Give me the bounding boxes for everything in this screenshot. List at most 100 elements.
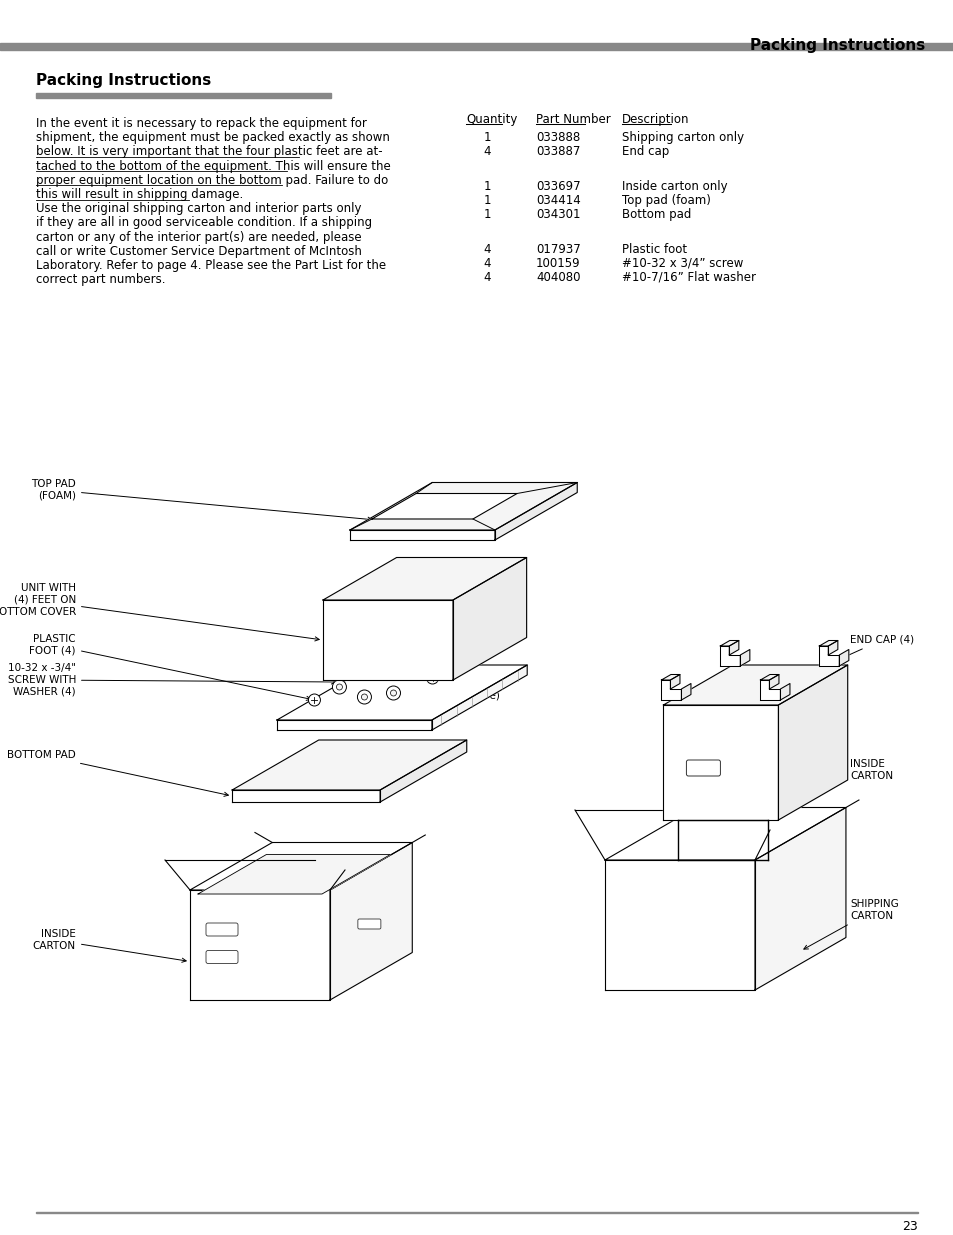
Text: 1: 1 xyxy=(483,180,490,193)
Text: UNIT WITH
(4) FEET ON
BOTTOM COVER: UNIT WITH (4) FEET ON BOTTOM COVER xyxy=(0,583,319,641)
Polygon shape xyxy=(379,740,466,802)
Text: SHIPPING
CARTON: SHIPPING CARTON xyxy=(803,899,898,950)
Polygon shape xyxy=(323,557,526,600)
Text: proper equipment location on the bottom pad. Failure to do: proper equipment location on the bottom … xyxy=(36,174,388,186)
Polygon shape xyxy=(662,664,847,705)
Text: PLASTIC
FOOT (4): PLASTIC FOOT (4) xyxy=(30,635,311,700)
Text: #10-7/16” Flat washer: #10-7/16” Flat washer xyxy=(621,270,755,284)
Text: Quantity: Quantity xyxy=(465,112,517,126)
Text: 10-32 x -3/4"
SCREW WITH
WASHER (4): 10-32 x -3/4" SCREW WITH WASHER (4) xyxy=(8,663,335,697)
Text: #10-32 x 3/4” screw: #10-32 x 3/4” screw xyxy=(621,257,742,270)
Text: Part Number: Part Number xyxy=(536,112,610,126)
Polygon shape xyxy=(660,674,679,680)
Text: carton or any of the interior part(s) are needed, please: carton or any of the interior part(s) ar… xyxy=(36,231,361,243)
Text: shipment, the equipment must be packed exactly as shown: shipment, the equipment must be packed e… xyxy=(36,131,390,144)
Circle shape xyxy=(361,694,367,700)
Text: END CAP (4): END CAP (4) xyxy=(785,635,913,684)
Polygon shape xyxy=(662,705,778,820)
Polygon shape xyxy=(660,680,680,700)
Text: Plastic foot: Plastic foot xyxy=(621,243,686,256)
Text: 033697: 033697 xyxy=(536,180,580,193)
Polygon shape xyxy=(326,672,333,679)
Polygon shape xyxy=(453,557,526,680)
Polygon shape xyxy=(670,674,679,689)
Polygon shape xyxy=(720,641,738,646)
Circle shape xyxy=(336,684,342,690)
Bar xyxy=(36,1212,917,1213)
Polygon shape xyxy=(372,494,517,519)
Text: Packing Instructions: Packing Instructions xyxy=(749,38,924,53)
Text: call or write Customer Service Department of McIntosh: call or write Customer Service Departmen… xyxy=(36,245,361,258)
Text: below. It is very important that the four plastic feet are at-: below. It is very important that the fou… xyxy=(36,146,382,158)
Text: Inside carton only: Inside carton only xyxy=(621,180,727,193)
Text: 4: 4 xyxy=(483,144,490,158)
Text: 1: 1 xyxy=(483,207,490,221)
Circle shape xyxy=(332,680,346,694)
Polygon shape xyxy=(190,890,330,1000)
Polygon shape xyxy=(232,740,466,790)
Polygon shape xyxy=(778,664,847,820)
Text: 1: 1 xyxy=(483,194,490,207)
Text: 4: 4 xyxy=(483,243,490,256)
Bar xyxy=(0,43,953,49)
Text: 034414: 034414 xyxy=(536,194,580,207)
Polygon shape xyxy=(432,664,527,730)
Polygon shape xyxy=(827,641,837,655)
Text: INSIDE
CARTON: INSIDE CARTON xyxy=(32,929,186,962)
Text: 4: 4 xyxy=(483,270,490,284)
Polygon shape xyxy=(330,842,412,1000)
Text: Top pad (foam): Top pad (foam) xyxy=(621,194,710,207)
Text: Use the original shipping carton and interior parts only: Use the original shipping carton and int… xyxy=(36,203,361,215)
Text: 017937: 017937 xyxy=(536,243,580,256)
Polygon shape xyxy=(760,674,779,680)
Text: tached to the bottom of the equipment. This will ensure the: tached to the bottom of the equipment. T… xyxy=(36,159,391,173)
Polygon shape xyxy=(198,855,390,894)
Polygon shape xyxy=(754,808,845,990)
FancyBboxPatch shape xyxy=(206,951,237,963)
Text: 4: 4 xyxy=(483,257,490,270)
Text: 033887: 033887 xyxy=(536,144,579,158)
Text: 100159: 100159 xyxy=(536,257,580,270)
Circle shape xyxy=(371,658,385,673)
Text: IMPORTANT
(Read Above): IMPORTANT (Read Above) xyxy=(430,679,499,700)
Polygon shape xyxy=(819,646,839,666)
Text: 033888: 033888 xyxy=(536,131,579,144)
Polygon shape xyxy=(276,664,527,720)
FancyBboxPatch shape xyxy=(686,760,720,776)
Circle shape xyxy=(396,669,407,679)
Text: this will result in shipping damage.: this will result in shipping damage. xyxy=(36,188,243,201)
Text: TOP PAD
(FOAM): TOP PAD (FOAM) xyxy=(31,479,372,521)
Text: 23: 23 xyxy=(902,1220,917,1233)
Polygon shape xyxy=(839,650,848,666)
Polygon shape xyxy=(323,600,453,680)
Polygon shape xyxy=(720,646,740,666)
Text: Packing Instructions: Packing Instructions xyxy=(36,73,211,88)
Polygon shape xyxy=(495,483,577,540)
FancyBboxPatch shape xyxy=(206,923,237,936)
Text: Shipping carton only: Shipping carton only xyxy=(621,131,743,144)
Circle shape xyxy=(357,690,371,704)
Text: BOTTOM PAD: BOTTOM PAD xyxy=(8,750,228,797)
Text: In the event it is necessary to repack the equipment for: In the event it is necessary to repack t… xyxy=(36,117,367,130)
Text: 404080: 404080 xyxy=(536,270,579,284)
Polygon shape xyxy=(769,674,779,689)
Text: if they are all in good serviceable condition. If a shipping: if they are all in good serviceable cond… xyxy=(36,216,372,230)
Text: INSIDE
CARTON: INSIDE CARTON xyxy=(781,760,892,781)
Bar xyxy=(36,93,331,98)
Circle shape xyxy=(386,685,400,700)
Polygon shape xyxy=(740,650,749,666)
Polygon shape xyxy=(680,683,690,700)
Text: End cap: End cap xyxy=(621,144,669,158)
Text: 1: 1 xyxy=(483,131,490,144)
Text: 034301: 034301 xyxy=(536,207,579,221)
Polygon shape xyxy=(819,641,837,646)
Polygon shape xyxy=(728,641,738,655)
Polygon shape xyxy=(276,720,432,730)
Circle shape xyxy=(390,690,396,697)
Circle shape xyxy=(375,662,380,668)
Text: correct part numbers.: correct part numbers. xyxy=(36,273,165,287)
Circle shape xyxy=(308,694,320,706)
Polygon shape xyxy=(780,683,789,700)
Polygon shape xyxy=(399,666,406,673)
Polygon shape xyxy=(350,483,577,530)
